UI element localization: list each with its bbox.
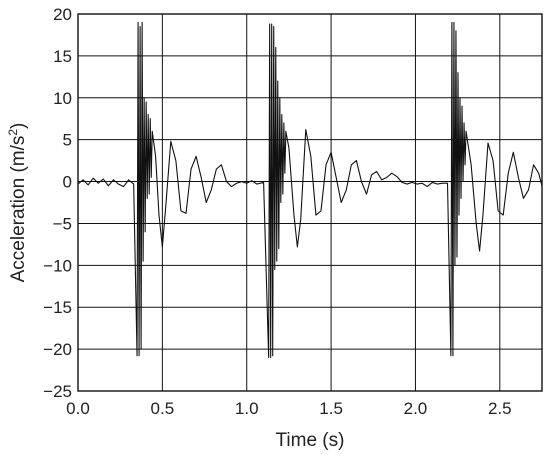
y-tick-label: −25 [43,382,72,401]
y-axis-label-sup: 2 [6,129,20,136]
y-tick-label: 15 [53,47,72,66]
series-line [77,21,543,359]
x-tick-labels: 0.0 0.5 1.0 1.5 2.0 2.5 [66,399,511,418]
x-tick-label: 2.5 [488,399,512,418]
y-axis-label-close: ) [8,123,29,129]
y-tick-label: −5 [53,214,72,233]
grid [77,13,542,392]
y-axis-label-main: Acceleration (m/s [8,136,29,283]
y-tick-labels: 20 15 10 5 0 −5 −10 −15 −20 −25 [43,5,72,401]
x-tick-label: 1.0 [235,399,259,418]
series-layer [77,21,543,359]
x-tick-label: 0.5 [151,399,175,418]
x-axis-label: Time (s) [276,430,345,451]
y-tick-label: 0 [63,173,72,192]
x-tick-label: 1.5 [319,399,343,418]
y-tick-label: 20 [53,5,72,24]
y-tick-label: −15 [43,298,72,317]
y-tick-label: −20 [43,340,72,359]
x-tick-label: 2.0 [404,399,428,418]
y-tick-label: 10 [53,89,72,108]
plot-frame [77,13,543,392]
y-tick-label: 5 [63,131,72,150]
y-tick-label: −10 [43,256,72,275]
y-axis-label: Acceleration (m/s2) [6,123,29,283]
x-tick-label: 0.0 [66,399,90,418]
